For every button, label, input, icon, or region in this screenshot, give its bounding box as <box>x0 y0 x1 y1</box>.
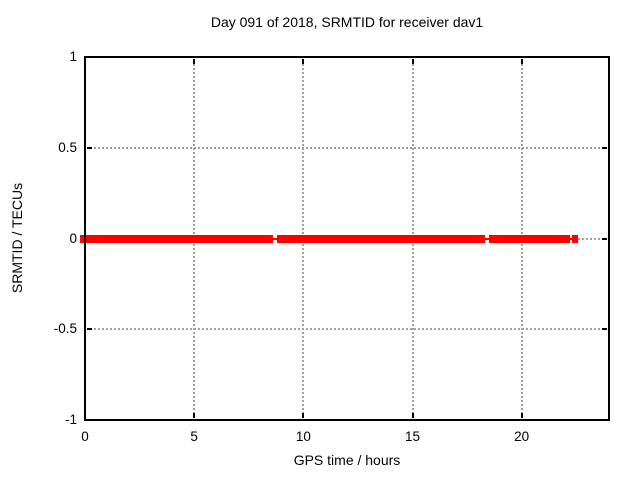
y-tick-mark <box>87 146 92 149</box>
x-tick-label: 5 <box>190 429 198 444</box>
x-tick-mark <box>302 413 305 418</box>
y-tick-mark <box>87 328 92 331</box>
y-tick-label: -1 <box>64 412 77 427</box>
plot-border <box>84 56 610 421</box>
x-tick-label: 15 <box>404 429 421 444</box>
x-tick-mark <box>411 59 414 64</box>
y-tick-label: 0 <box>69 230 77 246</box>
y-gridline <box>87 146 607 149</box>
chart-title: Day 091 of 2018, SRMTID for receiver dav… <box>210 14 484 30</box>
data-series-band <box>571 234 579 243</box>
y-gridline <box>87 328 607 331</box>
x-tick-mark <box>302 59 305 64</box>
x-tick-mark <box>520 413 523 418</box>
y-tick-label: -0.5 <box>53 321 77 337</box>
x-tick-mark <box>520 59 523 64</box>
y-tick-label: 0.5 <box>58 139 77 155</box>
x-axis-label: GPS time / hours <box>293 452 401 468</box>
y-tick-mark <box>602 328 607 331</box>
x-tick-label: 10 <box>295 429 311 444</box>
x-tick-label: 0 <box>81 429 89 444</box>
y-tick-mark <box>602 146 607 149</box>
y-tick-mark <box>602 237 607 240</box>
data-series-band <box>277 234 485 243</box>
x-tick-mark <box>193 59 196 64</box>
data-series-band <box>80 234 273 243</box>
data-series-band <box>488 234 570 243</box>
x-tick-mark <box>411 413 414 418</box>
y-tick-label: 1 <box>69 49 77 64</box>
x-tick-label: 20 <box>514 429 530 444</box>
x-tick-mark <box>193 413 196 418</box>
